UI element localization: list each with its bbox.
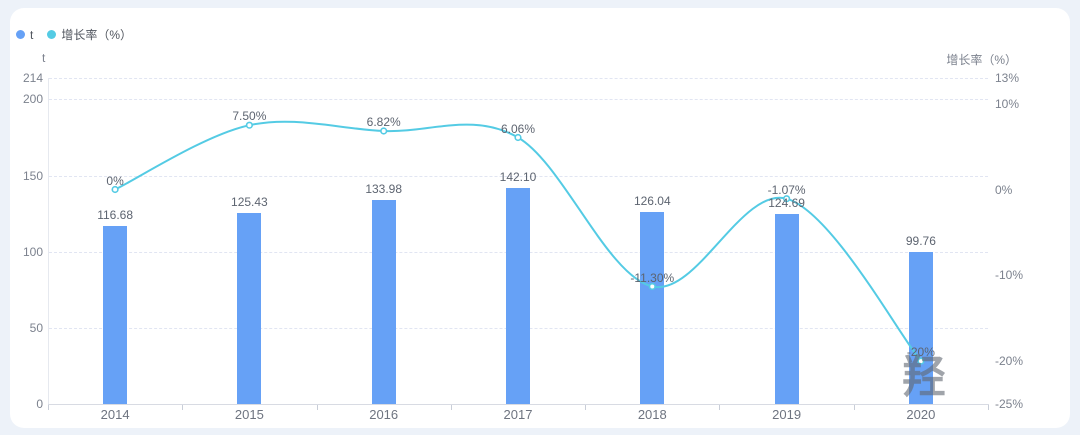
line-point-2015[interactable] [245,121,253,129]
bar-value-label: 116.68 [97,208,133,223]
x-axis-tick-mark [988,405,989,410]
line-point-2016[interactable] [380,127,388,135]
x-axis-tick-mark [719,405,721,410]
bar-2017[interactable] [506,187,530,404]
x-axis-label: 2016 [369,407,399,422]
x-axis-tick-mark [182,405,184,410]
legend-item-bar[interactable]: t [16,28,33,42]
y-axis-tick-left: 0 [36,397,43,411]
gridline [49,78,988,79]
bar-value-label: 124.69 [768,196,805,211]
bar-value-label: 133.98 [365,181,403,196]
line-value-label: 7.50% [232,109,267,124]
bar-value-label: 99.76 [905,234,936,248]
bar-2016[interactable] [371,199,396,404]
x-axis-tick-mark [316,405,318,410]
x-axis-tick-mark [853,405,855,410]
legend-dot-icon [16,30,25,39]
x-axis-label: 2015 [234,407,264,422]
bar-value-label: 126.04 [633,194,671,208]
line-point-2020[interactable] [917,357,925,365]
gridline [49,99,988,101]
bar-2020[interactable] [908,252,933,404]
x-axis-label: 2017 [503,407,533,422]
bar-value-label: 142.10 [499,169,537,184]
x-axis-label: 2020 [906,407,936,422]
bar-2018[interactable] [640,212,665,404]
watermark: 羟 [902,353,946,402]
line-point-2018[interactable] [648,282,656,291]
x-axis-label: 2014 [100,407,130,422]
y-axis-tick-right: 0% [995,182,1013,197]
legend-item-line[interactable]: 增长率（%） [47,26,132,43]
line-value-label: 0% [106,173,124,188]
right-axis-title: 增长率（%） [946,53,1017,67]
line-value-label: -20% [906,345,935,360]
line-point-2014[interactable] [111,185,119,194]
y-axis-tick-right: -20% [995,354,1024,369]
y-axis-tick-right: 10% [995,96,1020,111]
gridline [49,175,988,177]
y-axis-line [48,78,49,404]
y-axis-tick-left: 214 [22,71,43,85]
bar-value-label: 125.43 [231,194,268,209]
x-axis-tick-mark [48,405,49,410]
y-axis-tick-left: 150 [22,168,43,183]
x-axis-label: 2018 [637,407,667,422]
line-value-label: 6.06% [500,121,536,136]
line-value-label: -11.30% [630,270,675,285]
x-axis-tick-mark [585,405,587,410]
legend-dot-icon [47,30,57,39]
bar-2015[interactable] [237,212,262,404]
x-axis-line [48,404,989,405]
legend: t 增长率（%） [16,26,132,43]
bar-2014[interactable] [103,226,128,404]
left-axis-title: t [42,51,46,65]
y-axis-tick-right: -10% [995,268,1024,283]
legend-item-label: 增长率（%） [61,28,133,42]
line-value-label: -1.07% [767,182,806,197]
y-axis-tick-left: 100 [22,244,43,259]
x-axis-label: 2019 [772,407,802,422]
line-point-2019[interactable] [782,195,791,203]
bar-2019[interactable] [774,214,799,404]
y-axis-tick-left: 50 [29,320,43,335]
line-value-label: 6.82% [366,115,401,129]
x-axis-tick-mark [450,405,452,410]
y-axis-tick-right: -25% [995,397,1024,411]
legend-item-label: t [30,27,34,42]
growth-rate-line [114,120,922,362]
y-axis-tick-left: 200 [22,92,43,107]
y-axis-tick-right: 13% [995,71,1020,85]
line-point-2017[interactable] [514,133,522,142]
